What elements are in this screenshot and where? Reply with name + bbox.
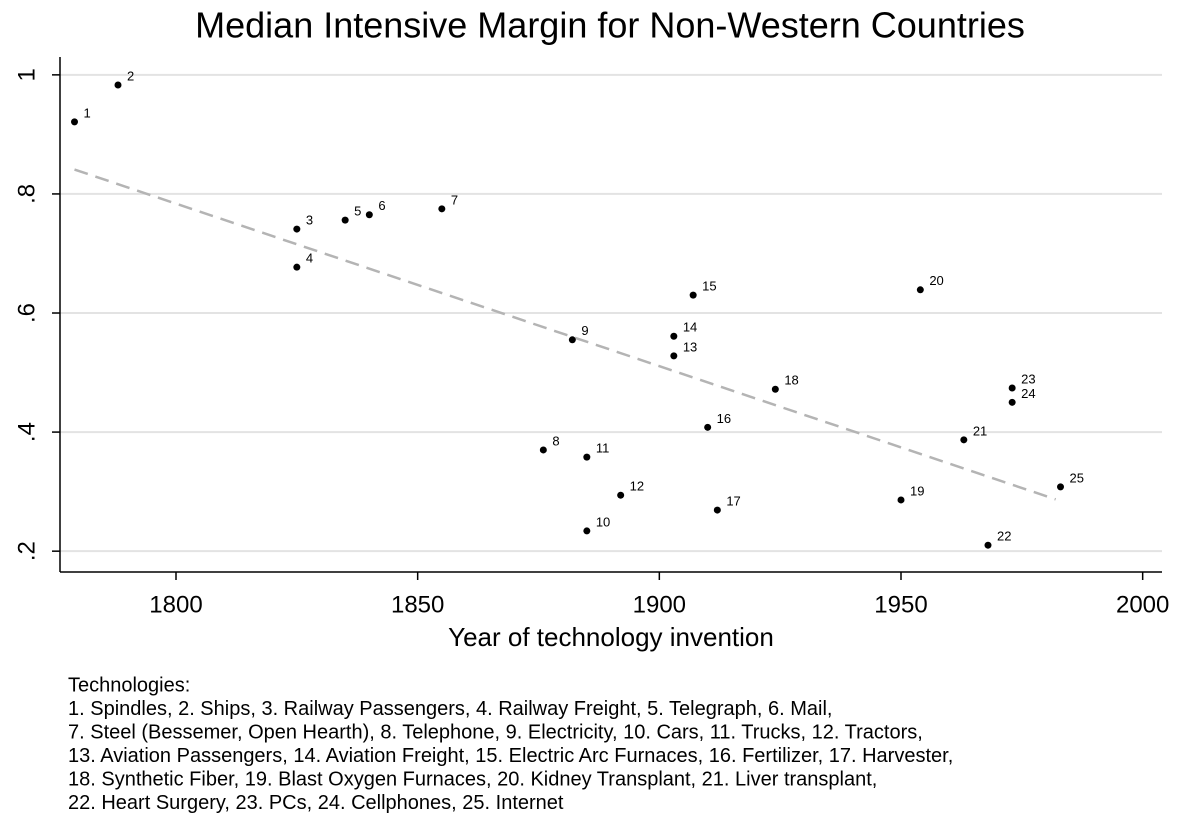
x-tick-label: 1850 xyxy=(391,591,444,618)
point-label: 3 xyxy=(306,213,313,228)
point xyxy=(1057,483,1064,491)
point xyxy=(583,453,591,461)
point xyxy=(365,211,373,219)
point xyxy=(916,286,924,294)
point xyxy=(689,291,697,299)
point-label: 10 xyxy=(596,514,610,529)
note-line: 18. Synthetic Fiber, 19. Blast Oxygen Fu… xyxy=(68,768,877,790)
point xyxy=(293,263,301,271)
point xyxy=(670,352,678,360)
x-tick-label: 2000 xyxy=(1116,591,1169,618)
point-label: 2 xyxy=(127,68,134,83)
point xyxy=(539,446,547,454)
x-tick-label: 1800 xyxy=(149,591,202,618)
note-line: 22. Heart Surgery, 23. PCs, 24. Cellphon… xyxy=(68,792,564,814)
point xyxy=(713,506,721,514)
point-label: 9 xyxy=(581,323,588,338)
point-label: 18 xyxy=(784,373,798,388)
point xyxy=(704,423,712,431)
point-label: 24 xyxy=(1021,386,1035,401)
point-label: 14 xyxy=(683,320,697,335)
point xyxy=(568,336,576,344)
chart-title: Median Intensive Margin for Non-Western … xyxy=(195,5,1025,46)
note-line: Technologies: xyxy=(68,674,190,696)
point-label: 7 xyxy=(451,192,458,207)
point xyxy=(617,491,625,499)
point xyxy=(583,527,591,535)
point-label: 23 xyxy=(1021,371,1035,386)
point-label: 6 xyxy=(378,198,385,213)
point-label: 21 xyxy=(973,423,987,438)
y-tick-label: .8 xyxy=(13,184,40,204)
point xyxy=(341,216,349,224)
point-label: 4 xyxy=(306,251,313,266)
point-label: 20 xyxy=(929,273,943,288)
note-line: 7. Steel (Bessemer, Open Hearth), 8. Tel… xyxy=(68,721,923,743)
point-label: 19 xyxy=(910,483,924,498)
point-label: 25 xyxy=(1070,470,1084,485)
point xyxy=(960,436,968,444)
y-tick-label: .4 xyxy=(13,422,40,442)
y-tick-label: .2 xyxy=(13,541,40,561)
point-label: 22 xyxy=(997,529,1011,544)
point xyxy=(771,385,779,393)
x-tick-label: 1950 xyxy=(874,591,927,618)
point-label: 5 xyxy=(354,204,361,219)
x-axis-label: Year of technology invention xyxy=(448,622,774,652)
fit-line xyxy=(74,168,1057,501)
x-tick-label: 1900 xyxy=(633,591,686,618)
point-label: 17 xyxy=(726,494,740,509)
note-line: 1. Spindles, 2. Ships, 3. Railway Passen… xyxy=(68,698,832,720)
point-label: 12 xyxy=(630,479,644,494)
point-label: 16 xyxy=(717,411,731,426)
point-label: 11 xyxy=(596,441,610,456)
y-tick-label: 1 xyxy=(13,68,40,81)
y-tick-label: .6 xyxy=(13,303,40,323)
point xyxy=(114,81,122,89)
point xyxy=(670,332,678,340)
point xyxy=(1008,384,1016,392)
point xyxy=(984,541,992,549)
point-label: 1 xyxy=(84,105,91,120)
point xyxy=(438,205,446,213)
point-label: 8 xyxy=(552,433,559,448)
point-label: 13 xyxy=(683,339,697,354)
point-label: 15 xyxy=(702,279,716,294)
note-line: 13. Aviation Passengers, 14. Aviation Fr… xyxy=(68,745,953,767)
point xyxy=(1008,398,1016,406)
point xyxy=(293,225,301,233)
point xyxy=(897,496,905,504)
point xyxy=(71,118,78,126)
